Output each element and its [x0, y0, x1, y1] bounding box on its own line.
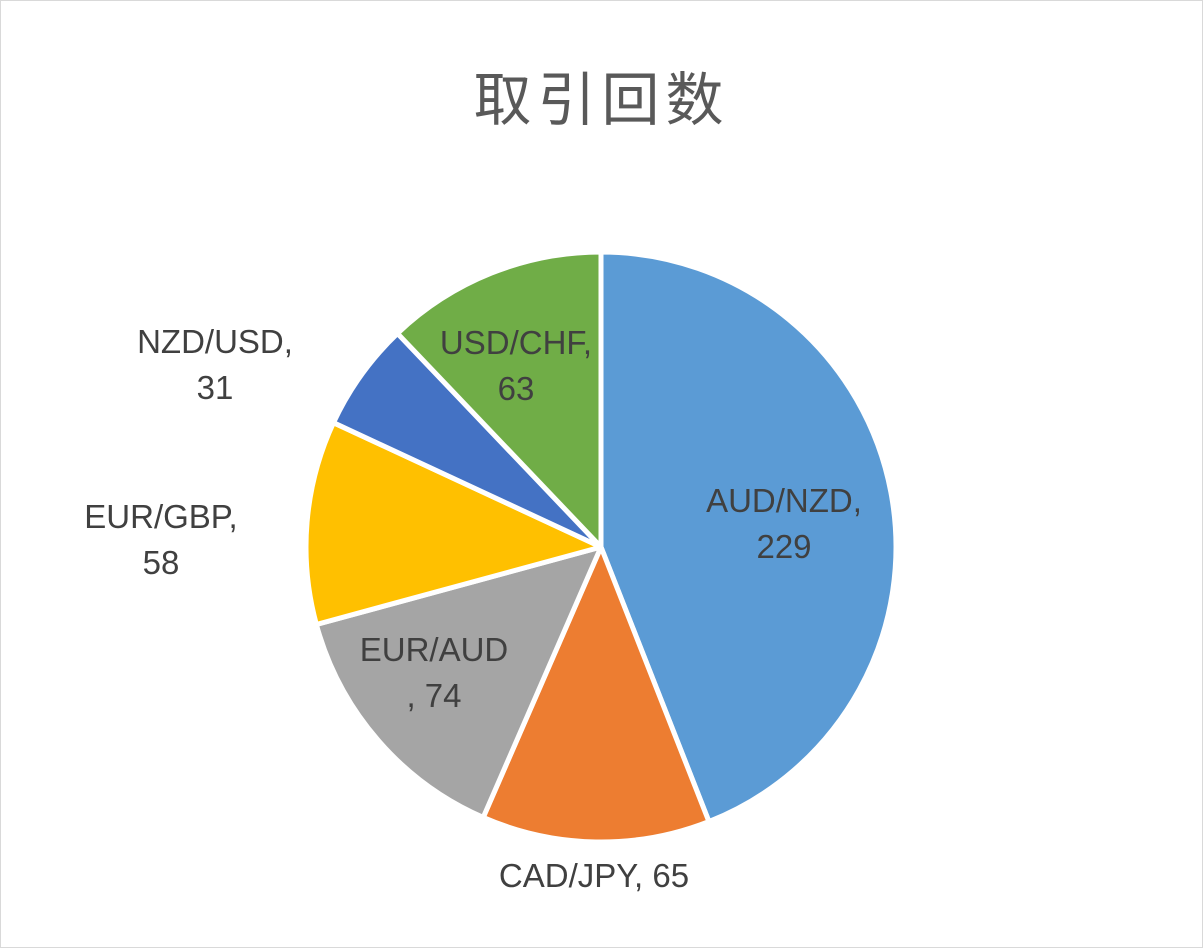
pie-slice-eur-gbp	[303, 420, 604, 627]
pie-slice-usd-chf	[395, 249, 604, 550]
data-label-usd-chf: USD/CHF, 63	[440, 324, 592, 407]
data-label-cad-jpy: CAD/JPY, 65	[499, 857, 689, 894]
data-label-line: 229	[756, 528, 811, 565]
data-label-line: 58	[143, 544, 180, 581]
data-label-nzd-usd: NZD/USD, 31	[137, 323, 293, 406]
data-label-line: , 74	[406, 677, 461, 714]
data-label-aud-nzd: AUD/NZD, 229	[706, 482, 862, 565]
chart-title: 取引回数	[473, 66, 730, 134]
pie-slice-cad-jpy	[480, 544, 712, 845]
data-label-line: NZD/USD,	[137, 323, 293, 360]
data-label-line: EUR/GBP,	[84, 498, 237, 535]
data-label-line: USD/CHF,	[440, 324, 592, 361]
data-label-line: CAD/JPY, 65	[499, 857, 689, 894]
data-label-eur-gbp: EUR/GBP, 58	[84, 498, 237, 581]
data-label-line: 31	[197, 369, 234, 406]
data-label-line: EUR/AUD	[360, 631, 509, 668]
pie-slice-aud-nzd	[598, 249, 899, 825]
pie-slice-eur-aud	[313, 544, 604, 820]
data-label-line: 63	[498, 370, 535, 407]
data-label-eur-aud: EUR/AUD , 74	[360, 631, 509, 714]
data-label-line: AUD/NZD,	[706, 482, 862, 519]
